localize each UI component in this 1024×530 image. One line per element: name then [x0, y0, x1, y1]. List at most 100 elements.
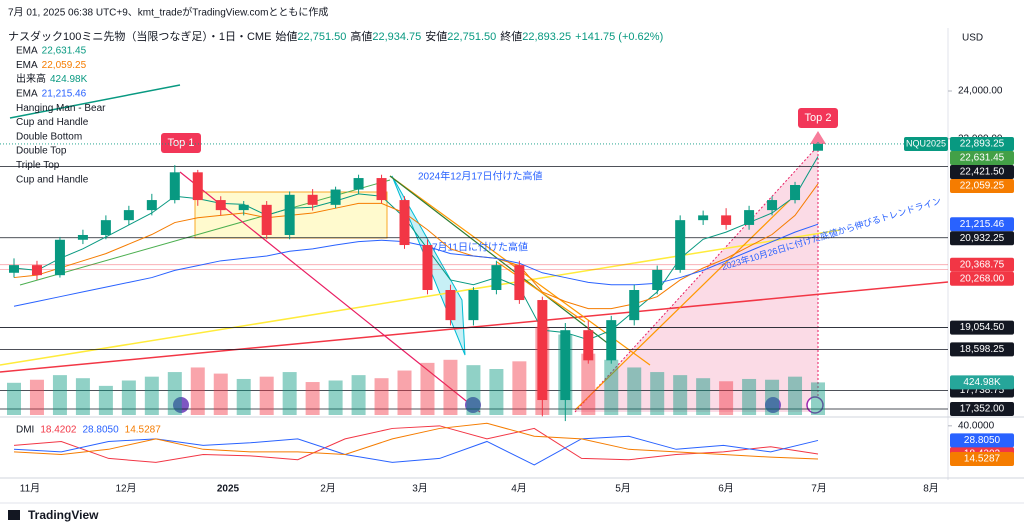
- pattern-name: Double Bottom: [16, 131, 82, 142]
- price-box: [950, 271, 1014, 286]
- caption: 7月 01, 2025 06:38 UTC+9、kmt_tradeがTradin…: [8, 6, 328, 19]
- legend-value: 21,215.46: [42, 89, 87, 100]
- pattern-name: Cup and Handle: [16, 117, 89, 128]
- ohlc-name: 高値: [350, 29, 372, 43]
- volume-bar: [443, 359, 458, 415]
- candle-body: [721, 215, 732, 225]
- x-tick-label: 6月: [718, 483, 734, 495]
- x-tick-label: 4月: [511, 483, 527, 495]
- volume-bar: [167, 372, 182, 415]
- candle-body: [537, 300, 548, 401]
- ohlc-name: 安値: [425, 29, 447, 43]
- currency: USD: [962, 33, 983, 44]
- volume-bar: [811, 382, 825, 415]
- pattern-name: Cup and Handle: [16, 174, 89, 185]
- candle-body: [399, 200, 410, 246]
- x-tick-label: 3月: [412, 483, 428, 495]
- price-label: 20,368.75: [960, 259, 1005, 270]
- volume-label: 424.98K: [963, 377, 1001, 388]
- volume-bar: [719, 381, 734, 415]
- price-box: [950, 342, 1014, 357]
- trend-line: [19, 179, 391, 286]
- x-tick-label: 7月: [811, 483, 827, 495]
- volume-bar: [696, 378, 711, 415]
- price-box: [950, 164, 1014, 179]
- dmi-value: 18.4202: [40, 425, 77, 436]
- x-tick-label: 2月: [320, 483, 336, 495]
- dmi-box: [950, 433, 1014, 448]
- annotation: 2024年12月17日付けた高値: [418, 170, 543, 183]
- candle-body: [238, 204, 249, 211]
- volume-bar: [788, 376, 803, 415]
- volume-box: [950, 375, 1014, 390]
- ema-line: [13, 223, 819, 307]
- candle-body: [629, 289, 640, 321]
- trend-line: [179, 171, 481, 413]
- x-tick-label: 2025: [217, 484, 240, 495]
- logo-text: TradingView: [28, 508, 99, 522]
- volume-bar: [351, 375, 366, 415]
- volume-bar: [512, 361, 527, 415]
- volume-bar: [236, 378, 251, 415]
- price-label: 17,738.75: [960, 385, 1005, 396]
- price-box: [950, 402, 1014, 417]
- top2-arrow: [810, 131, 826, 144]
- candle-body: [606, 320, 617, 361]
- price-label: 17,352.00: [960, 404, 1005, 415]
- volume-bar: [420, 362, 435, 415]
- volume-bar: [98, 385, 113, 415]
- x-tick-label: 5月: [615, 483, 631, 495]
- candle-body: [583, 330, 594, 361]
- dmi-value: 28.8050: [83, 425, 120, 436]
- price-label: 19,054.50: [960, 322, 1005, 333]
- candle-body: [376, 178, 387, 201]
- volume-bar: [259, 376, 274, 415]
- candle-body: [675, 220, 686, 270]
- candle-body: [790, 184, 801, 201]
- symbol: ナスダック100ミニ先物（当限つなぎ足）・1日・CME: [8, 29, 271, 43]
- trend-line: [389, 175, 611, 346]
- volume-bar: [742, 378, 757, 415]
- volume-bar: [305, 382, 320, 415]
- ohlc-value: 22,751.50: [297, 31, 346, 43]
- volume-bar: [7, 382, 21, 415]
- dmi-line: [13, 425, 819, 463]
- price-label: 22,421.50: [960, 167, 1005, 178]
- volume-bar: [121, 380, 136, 415]
- annotation: 7月11日に付けた高値: [432, 241, 528, 254]
- y-tick-label: 40.0000: [958, 420, 995, 431]
- candle-body: [422, 245, 433, 290]
- ohlc-name: 終値: [500, 29, 522, 43]
- volume-bar: [52, 375, 67, 415]
- candle-body: [307, 194, 318, 205]
- dmi-box-label: 28.8050: [964, 435, 1001, 446]
- candle-body: [445, 289, 456, 321]
- top2-label: Top 2: [805, 112, 832, 124]
- candle-body: [261, 204, 272, 235]
- dmi-box-label: 14.5287: [964, 454, 1001, 465]
- top2-badge: [798, 108, 838, 128]
- change: +141.75 (+0.62%): [575, 31, 663, 43]
- trend-line: [9, 84, 181, 119]
- trend-line: [0, 229, 841, 366]
- candle-body: [652, 269, 663, 290]
- price-label: 20,932.25: [960, 233, 1005, 244]
- symbol-tag: NQU2025: [906, 138, 946, 148]
- candle-body: [100, 220, 111, 235]
- candle-body: [698, 215, 709, 221]
- dmi-line: [13, 435, 819, 466]
- price-box: [950, 178, 1014, 193]
- dmi-name: DMI: [16, 425, 34, 436]
- trend-line: [496, 261, 586, 323]
- candle-body: [146, 200, 157, 211]
- candle-body: [813, 143, 823, 151]
- dmi-value: 14.5287: [125, 425, 162, 436]
- price-label: 20,268.00: [960, 273, 1005, 284]
- price-label: 22,893.25: [960, 139, 1005, 150]
- legend-value: 22,059.25: [42, 60, 87, 71]
- pattern-name: Triple Top: [16, 160, 60, 171]
- pattern-name: Hanging Man - Bear: [16, 103, 106, 114]
- volume-bar: [397, 370, 412, 415]
- candle-body: [9, 265, 19, 273]
- x-tick-label: 8月: [923, 483, 939, 495]
